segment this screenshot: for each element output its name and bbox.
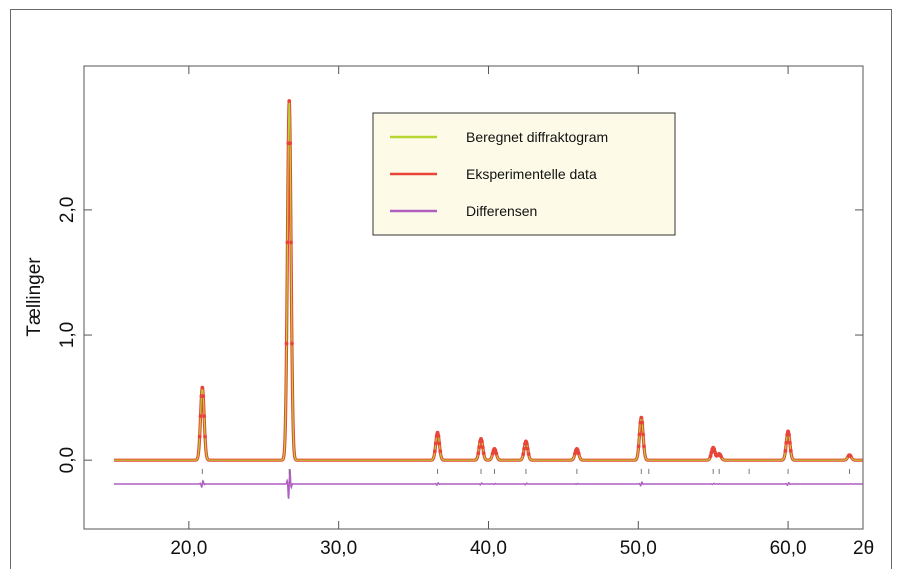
experimental-point-26 <box>480 445 485 450</box>
x-tick-label-4: 60,0 <box>770 538 807 559</box>
experimental-point-6 <box>203 434 207 439</box>
experimental-point-17 <box>435 430 440 435</box>
legend-label-0: Beregnet diffraktogram <box>466 129 608 145</box>
experimental-point-50 <box>641 432 645 437</box>
x-tick-label-1: 30,0 <box>320 538 357 559</box>
y-axis-title: Tællinger <box>24 257 45 337</box>
experimental-point-0 <box>197 434 202 439</box>
experimental-point-48 <box>639 415 644 420</box>
experimental-point-33 <box>521 452 526 456</box>
x-tick-label-3: 50,0 <box>620 538 657 559</box>
experimental-point-53 <box>709 450 714 455</box>
experimental-point-22 <box>477 445 482 450</box>
experimental-point-18 <box>436 433 441 438</box>
frame-right-border <box>891 9 892 569</box>
series-difference-line <box>113 469 863 499</box>
experimental-point-20 <box>438 449 443 454</box>
experimental-point-27 <box>481 451 486 456</box>
experimental-point-39 <box>526 452 531 456</box>
experimental-point-12 <box>289 240 293 245</box>
experimental-point-25 <box>479 439 484 444</box>
experimental-point-1 <box>198 414 203 419</box>
axis-ticks: 20,0 30,0 40,0 50,0 60,0 0,0 1,0 2,0 <box>57 66 863 559</box>
experimental-point-51 <box>642 444 646 449</box>
x-axis-title: 2θ <box>853 538 874 559</box>
experimental-point-21 <box>476 451 481 456</box>
experimental-point-10 <box>287 99 292 103</box>
experimental-point-19 <box>437 441 442 446</box>
experimental-point-44 <box>576 451 581 456</box>
legend: Beregnet diffraktogram Eksperimentelle da… <box>372 112 676 236</box>
experimental-point-56 <box>712 447 716 451</box>
x-tick-label-0: 20,0 <box>170 538 207 559</box>
axis-labels: 2θ Tællinger <box>24 257 874 559</box>
experimental-point-3 <box>200 385 205 390</box>
series-layer <box>112 99 864 499</box>
frame-left-border <box>10 9 11 569</box>
experimental-point-4 <box>201 394 206 399</box>
experimental-point-52 <box>708 454 713 459</box>
experimental-point-45 <box>636 444 641 449</box>
experimental-point-11 <box>288 141 293 146</box>
experimental-point-64 <box>719 454 723 459</box>
experimental-point-49 <box>640 420 645 425</box>
experimental-point-46 <box>637 432 642 437</box>
experimental-point-65 <box>783 448 788 453</box>
x-tick-label-2: 40,0 <box>470 538 507 559</box>
experimental-point-69 <box>787 432 791 437</box>
plot-area-frame <box>83 65 864 530</box>
experimental-point-15 <box>433 441 438 446</box>
frame-top-border <box>10 9 892 10</box>
legend-label-1: Eksperimentelle data <box>466 166 597 182</box>
experimental-point-31 <box>493 448 498 453</box>
experimental-point-7 <box>284 341 289 346</box>
experimental-point-68 <box>786 429 790 434</box>
experimental-point-28 <box>490 451 495 456</box>
experimental-point-74 <box>848 453 853 458</box>
experimental-point-34 <box>522 446 527 451</box>
experimental-point-8 <box>285 240 290 245</box>
y-tick-label-1: 1,0 <box>57 322 78 348</box>
experimental-point-32 <box>494 451 499 456</box>
experimental-point-43 <box>575 448 580 453</box>
experimental-point-14 <box>432 449 437 454</box>
experimental-point-5 <box>202 414 207 419</box>
series-calculated-line <box>113 101 863 461</box>
experimental-point-70 <box>787 440 792 445</box>
experimental-point-71 <box>788 448 793 453</box>
experimental-point-38 <box>525 446 530 451</box>
experimental-point-66 <box>784 440 789 445</box>
legend-label-2: Differensen <box>466 203 537 219</box>
experimental-point-37 <box>524 441 529 446</box>
y-tick-label-2: 2,0 <box>57 197 78 223</box>
y-tick-label-0: 0,0 <box>57 447 78 473</box>
experimental-point-40 <box>573 451 577 456</box>
experimental-point-13 <box>290 341 294 346</box>
